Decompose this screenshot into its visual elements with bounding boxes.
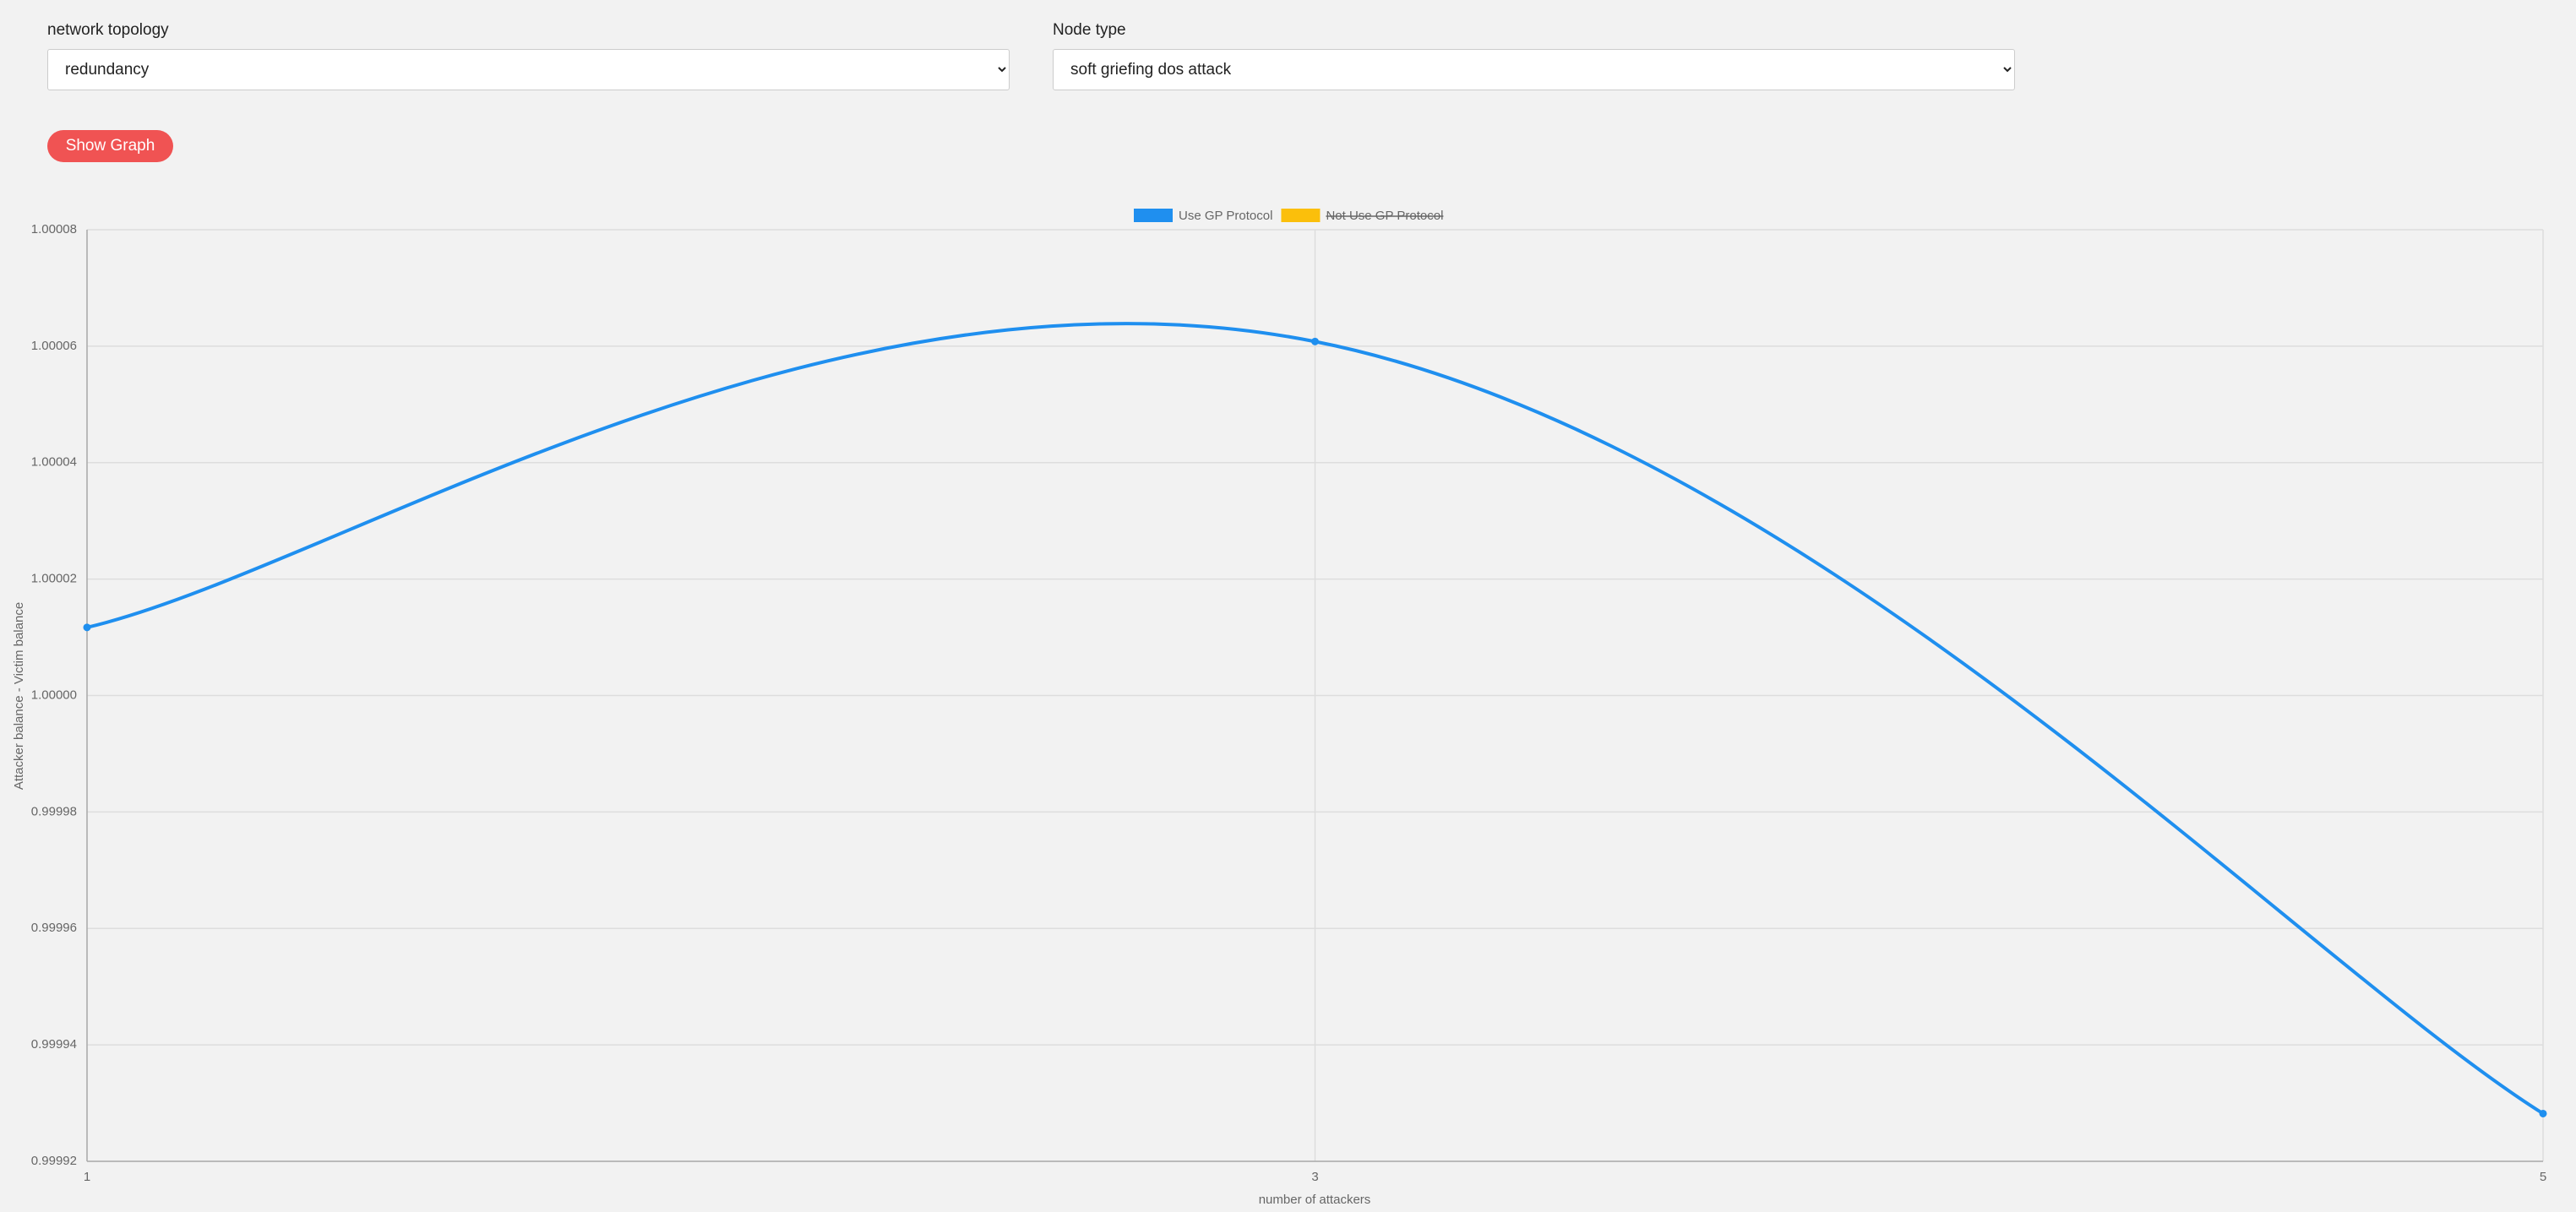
y-tick-label: 0.99998: [31, 804, 77, 818]
y-tick-label: 0.99994: [31, 1037, 77, 1052]
y-tick-label: 1.00002: [31, 572, 77, 586]
x-tick-label: 1: [84, 1170, 90, 1184]
x-axis-title: number of attackers: [1259, 1193, 1371, 1207]
node-type-select[interactable]: soft griefing dos attack: [1053, 49, 2015, 90]
topology-select[interactable]: redundancy: [47, 49, 1010, 90]
x-tick-label: 3: [1311, 1170, 1318, 1184]
legend-swatch: [1281, 209, 1321, 222]
y-tick-label: 1.00006: [31, 339, 77, 353]
series-line: [86, 322, 2545, 1116]
y-tick-label: 1.00008: [31, 222, 77, 236]
legend-label: Use GP Protocol: [1179, 209, 1272, 223]
show-graph-button[interactable]: Show Graph: [47, 130, 173, 162]
legend-swatch: [1134, 209, 1173, 222]
y-tick-label: 0.99992: [31, 1154, 77, 1168]
y-tick-label: 1.00000: [31, 688, 77, 702]
y-axis-title: Attacker balance - Victim balance: [12, 602, 26, 790]
node-type-label: Node type: [1053, 21, 1126, 39]
point: [1311, 337, 1319, 345]
y-tick-label: 0.99996: [31, 921, 77, 935]
topology-label: network topology: [47, 21, 169, 39]
x-tick-label: 5: [2540, 1170, 2546, 1184]
y-tick-label: 1.00004: [31, 455, 77, 470]
point: [2539, 1109, 2547, 1117]
point: [83, 623, 91, 632]
